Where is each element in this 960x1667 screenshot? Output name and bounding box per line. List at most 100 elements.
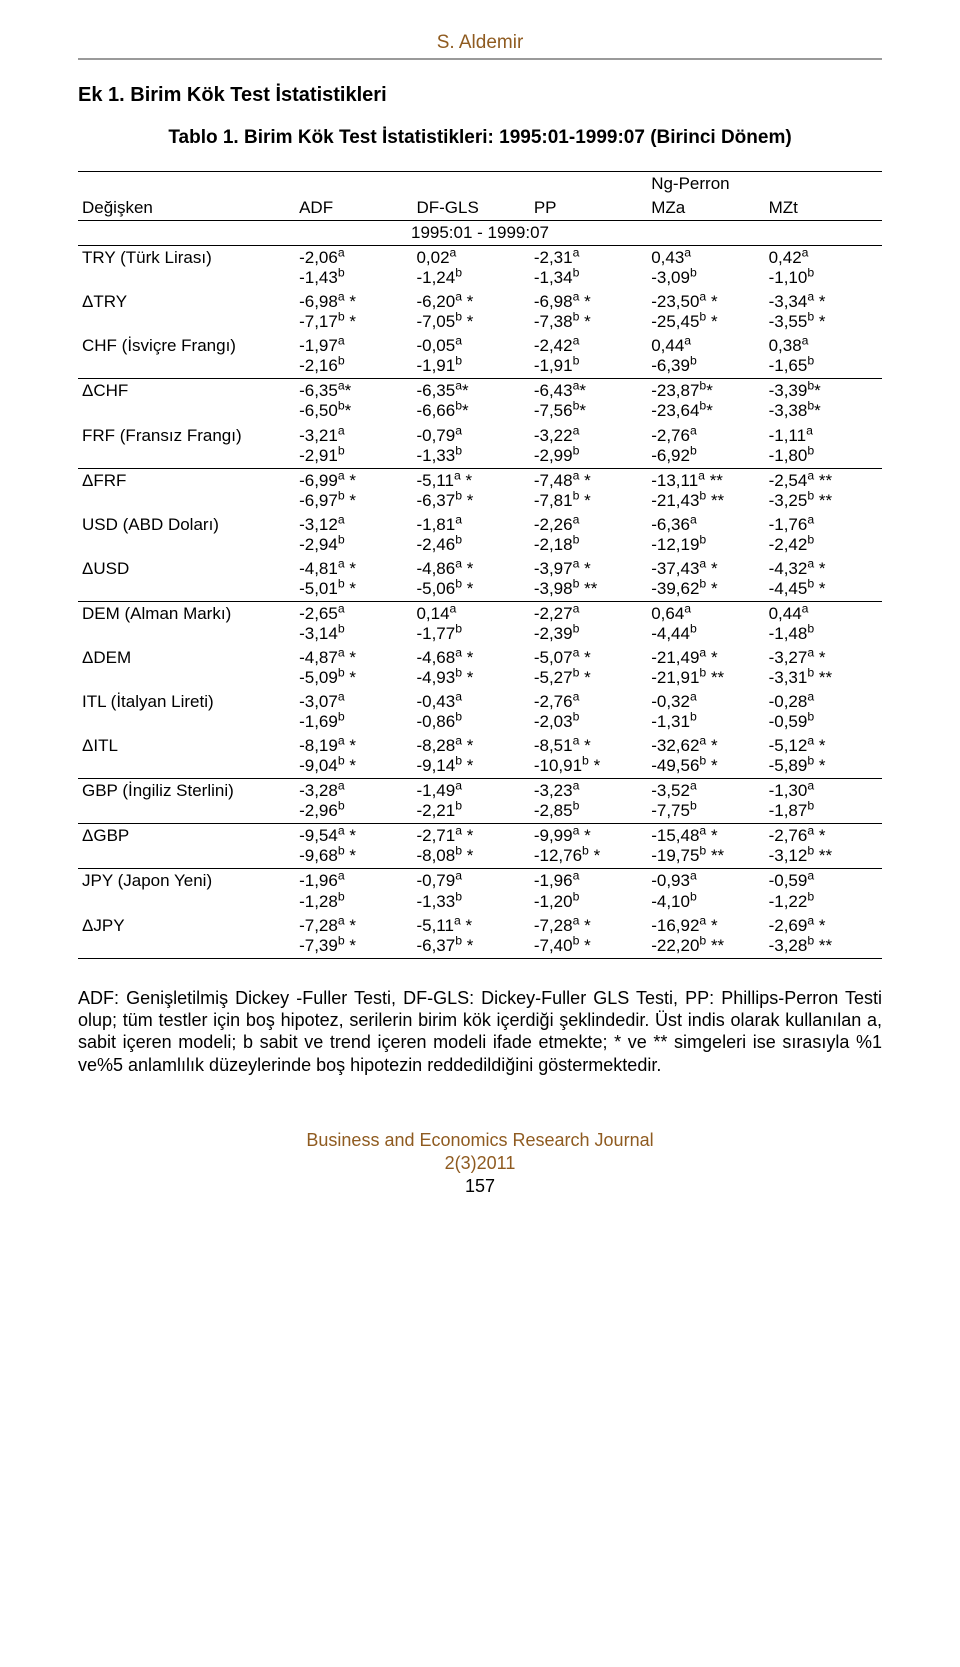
value-cell: -1,30a-1,87b bbox=[765, 779, 882, 824]
value-cell: -3,07a-1,69b bbox=[295, 690, 412, 734]
value-cell: -3,23a-2,85b bbox=[530, 779, 647, 824]
value-cell: -4,87a *-5,09b * bbox=[295, 646, 412, 690]
value-cell: -0,93a-4,10b bbox=[647, 869, 764, 914]
section-heading: Ek 1. Birim Kök Test İstatistikleri bbox=[78, 84, 882, 107]
value-cell: 0,44a-1,48b bbox=[765, 601, 882, 646]
head-mzt: MZt bbox=[765, 196, 882, 221]
table-row: FRF (Fransız Frangı)-3,21a-2,91b-0,79a-1… bbox=[78, 424, 882, 469]
value-cell: -3,52a-7,75b bbox=[647, 779, 764, 824]
page: S. Aldemir Ek 1. Birim Kök Test İstatist… bbox=[0, 0, 960, 1667]
var-cell: ITL (İtalyan Lireti) bbox=[78, 690, 295, 734]
value-cell: -3,28a-2,96b bbox=[295, 779, 412, 824]
value-cell: 0,43a-3,09b bbox=[647, 246, 764, 291]
value-cell: -0,43a-0,86b bbox=[412, 690, 529, 734]
value-cell: -2,76a *-3,12b ** bbox=[765, 824, 882, 869]
value-cell: 0,38a-1,65b bbox=[765, 334, 882, 379]
value-cell: -1,76a-2,42b bbox=[765, 513, 882, 557]
value-cell: -2,06a-1,43b bbox=[295, 246, 412, 291]
head-adf: ADF bbox=[295, 172, 412, 221]
value-cell: 0,44a-6,39b bbox=[647, 334, 764, 379]
table-head: Değişken ADF DF-GLS PP Ng-Perron MZa MZt… bbox=[78, 172, 882, 246]
value-cell: -13,11a **-21,43b ** bbox=[647, 468, 764, 513]
table-row: USD (ABD Doları)-3,12a-2,94b-1,81a-2,46b… bbox=[78, 513, 882, 557]
value-cell: -3,39b*-3,38b* bbox=[765, 379, 882, 424]
var-cell: ΔFRF bbox=[78, 468, 295, 513]
var-cell: ΔJPY bbox=[78, 914, 295, 959]
table-row: ΔCHF-6,35a*-6,50b*-6,35a*-6,66b*-6,43a*-… bbox=[78, 379, 882, 424]
table-row: ΔITL-8,19a *-9,04b *-8,28a *-9,14b *-8,5… bbox=[78, 734, 882, 779]
value-cell: -8,51a *-10,91b * bbox=[530, 734, 647, 779]
footer-journal: Business and Economics Research Journal bbox=[78, 1130, 882, 1151]
value-cell: -8,19a *-9,04b * bbox=[295, 734, 412, 779]
value-cell: -1,11a-1,80b bbox=[765, 424, 882, 469]
head-ng: Ng-Perron bbox=[647, 172, 882, 197]
value-cell: -2,76a-6,92b bbox=[647, 424, 764, 469]
unit-root-table: Değişken ADF DF-GLS PP Ng-Perron MZa MZt… bbox=[78, 171, 882, 959]
value-cell: -4,68a *-4,93b * bbox=[412, 646, 529, 690]
value-cell: 0,02a-1,24b bbox=[412, 246, 529, 291]
value-cell: -1,81a-2,46b bbox=[412, 513, 529, 557]
var-cell: ΔUSD bbox=[78, 557, 295, 602]
var-cell: USD (ABD Doları) bbox=[78, 513, 295, 557]
value-cell: 0,42a-1,10b bbox=[765, 246, 882, 291]
value-cell: -0,28a-0,59b bbox=[765, 690, 882, 734]
table-row: TRY (Türk Lirası)-2,06a-1,43b0,02a-1,24b… bbox=[78, 246, 882, 291]
value-cell: -5,07a *-5,27b * bbox=[530, 646, 647, 690]
table-row: ΔTRY-6,98a *-7,17b *-6,20a *-7,05b *-6,9… bbox=[78, 290, 882, 334]
var-cell: TRY (Türk Lirası) bbox=[78, 246, 295, 291]
head-pp: PP bbox=[530, 172, 647, 221]
value-cell: -4,32a *-4,45b * bbox=[765, 557, 882, 602]
value-cell: -2,26a-2,18b bbox=[530, 513, 647, 557]
value-cell: -32,62a *-49,56b * bbox=[647, 734, 764, 779]
var-cell: ΔDEM bbox=[78, 646, 295, 690]
head-mza: MZa bbox=[647, 196, 764, 221]
value-cell: -16,92a *-22,20b ** bbox=[647, 914, 764, 959]
value-cell: -2,69a *-3,28b ** bbox=[765, 914, 882, 959]
table-row: CHF (İsviçre Frangı)-1,97a-2,16b-0,05a-1… bbox=[78, 334, 882, 379]
table-body: TRY (Türk Lirası)-2,06a-1,43b0,02a-1,24b… bbox=[78, 246, 882, 959]
var-cell: CHF (İsviçre Frangı) bbox=[78, 334, 295, 379]
var-cell: GBP (İngiliz Sterlini) bbox=[78, 779, 295, 824]
value-cell: -6,35a*-6,50b* bbox=[295, 379, 412, 424]
var-cell: ΔCHF bbox=[78, 379, 295, 424]
value-cell: -7,28a *-7,39b * bbox=[295, 914, 412, 959]
period-row: 1995:01 - 1999:07 bbox=[78, 221, 882, 246]
value-cell: -9,54a *-9,68b * bbox=[295, 824, 412, 869]
value-cell: -7,48a *-7,81b * bbox=[530, 468, 647, 513]
value-cell: -1,96a-1,20b bbox=[530, 869, 647, 914]
footer-page: 157 bbox=[78, 1176, 882, 1197]
value-cell: -4,81a *-5,01b * bbox=[295, 557, 412, 602]
table-row: ΔGBP-9,54a *-9,68b *-2,71a *-8,08b *-9,9… bbox=[78, 824, 882, 869]
value-cell: -0,79a-1,33b bbox=[412, 424, 529, 469]
value-cell: -2,54a **-3,25b ** bbox=[765, 468, 882, 513]
table-row: ΔUSD-4,81a *-5,01b *-4,86a *-5,06b *-3,9… bbox=[78, 557, 882, 602]
value-cell: -9,99a *-12,76b * bbox=[530, 824, 647, 869]
value-cell: 0,64a-4,44b bbox=[647, 601, 764, 646]
value-cell: -8,28a *-9,14b * bbox=[412, 734, 529, 779]
value-cell: -6,20a *-7,05b * bbox=[412, 290, 529, 334]
value-cell: -1,96a-1,28b bbox=[295, 869, 412, 914]
value-cell: -3,12a-2,94b bbox=[295, 513, 412, 557]
value-cell: -5,12a *-5,89b * bbox=[765, 734, 882, 779]
value-cell: -2,27a-2,39b bbox=[530, 601, 647, 646]
value-cell: -3,22a-2,99b bbox=[530, 424, 647, 469]
value-cell: -0,59a-1,22b bbox=[765, 869, 882, 914]
value-cell: -3,27a *-3,31b ** bbox=[765, 646, 882, 690]
value-cell: -37,43a *-39,62b * bbox=[647, 557, 764, 602]
value-cell: -6,43a*-7,56b* bbox=[530, 379, 647, 424]
value-cell: -1,97a-2,16b bbox=[295, 334, 412, 379]
table-row: ΔFRF-6,99a *-6,97b *-5,11a *-6,37b *-7,4… bbox=[78, 468, 882, 513]
var-cell: DEM (Alman Markı) bbox=[78, 601, 295, 646]
value-cell: -2,31a-1,34b bbox=[530, 246, 647, 291]
value-cell: -6,36a-12,19b bbox=[647, 513, 764, 557]
head-var: Değişken bbox=[78, 172, 295, 221]
value-cell: -3,97a *-3,98b ** bbox=[530, 557, 647, 602]
value-cell: -0,79a-1,33b bbox=[412, 869, 529, 914]
table-note: ADF: Genişletilmiş Dickey -Fuller Testi,… bbox=[78, 987, 882, 1076]
value-cell: -7,28a *-7,40b * bbox=[530, 914, 647, 959]
value-cell: -2,71a *-8,08b * bbox=[412, 824, 529, 869]
value-cell: -4,86a *-5,06b * bbox=[412, 557, 529, 602]
var-cell: ΔITL bbox=[78, 734, 295, 779]
value-cell: -15,48a *-19,75b ** bbox=[647, 824, 764, 869]
value-cell: -3,21a-2,91b bbox=[295, 424, 412, 469]
